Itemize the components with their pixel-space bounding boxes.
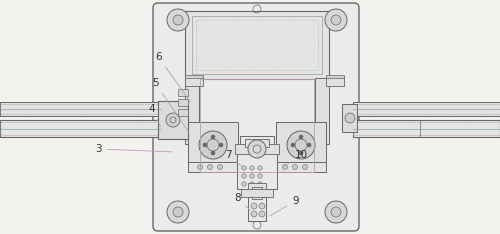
Circle shape [242,182,246,186]
Bar [353,102,500,116]
Bar [276,122,326,167]
Circle shape [325,201,347,223]
Bar [342,104,357,132]
Circle shape [331,207,341,217]
Bar [188,162,326,172]
Bar [0,102,161,116]
Bar [185,75,203,78]
Circle shape [199,131,227,159]
Text: 10: 10 [282,150,308,168]
Circle shape [292,165,298,169]
Bar [188,122,238,167]
Circle shape [325,9,347,31]
Circle shape [211,135,215,139]
Circle shape [167,201,189,223]
Circle shape [248,140,266,158]
Circle shape [282,165,288,169]
Bar [0,120,161,137]
Bar [185,11,329,79]
Circle shape [251,203,257,209]
Bar [252,187,262,199]
Circle shape [258,166,262,170]
Circle shape [218,165,222,169]
Circle shape [299,135,303,139]
Bar [192,16,322,74]
Circle shape [299,151,303,155]
Circle shape [208,165,212,169]
Bar [178,89,188,96]
Bar [178,109,188,116]
Bar [245,139,269,147]
Circle shape [307,143,311,147]
Text: 8: 8 [234,193,250,210]
Bar [241,189,273,197]
Circle shape [173,15,183,25]
Circle shape [251,211,257,217]
Bar [178,99,188,106]
Bar [158,101,188,139]
Circle shape [258,182,262,186]
Text: 4: 4 [148,104,160,127]
Circle shape [203,143,207,147]
Circle shape [345,113,355,123]
Circle shape [302,165,308,169]
Bar [326,75,344,78]
Text: 3: 3 [95,144,172,154]
Circle shape [250,166,254,170]
Bar [252,162,262,214]
Circle shape [173,207,183,217]
Bar [326,76,344,86]
Circle shape [259,203,265,209]
Text: 6: 6 [155,52,190,102]
Bar [185,76,203,86]
Bar [353,122,500,135]
Circle shape [211,151,215,155]
Text: 9: 9 [270,196,298,216]
Bar [240,136,274,164]
Bar [248,183,266,191]
FancyBboxPatch shape [153,3,359,231]
Circle shape [259,211,265,217]
Circle shape [219,143,223,147]
Bar [237,147,277,189]
Bar [353,104,500,114]
Circle shape [250,182,254,186]
Circle shape [250,174,254,178]
Bar [0,122,161,135]
Text: 5: 5 [152,78,188,132]
Circle shape [291,143,295,147]
Circle shape [242,174,246,178]
Circle shape [258,174,262,178]
Circle shape [331,15,341,25]
Bar [248,197,266,221]
Circle shape [166,113,180,127]
Bar [353,120,500,137]
Bar [235,144,279,154]
Circle shape [198,165,202,169]
Circle shape [167,9,189,31]
Circle shape [242,166,246,170]
Circle shape [287,131,315,159]
Bar [185,78,199,144]
Bar [196,20,318,70]
Text: 7: 7 [225,150,243,167]
Bar [315,78,329,144]
Bar [0,104,161,114]
